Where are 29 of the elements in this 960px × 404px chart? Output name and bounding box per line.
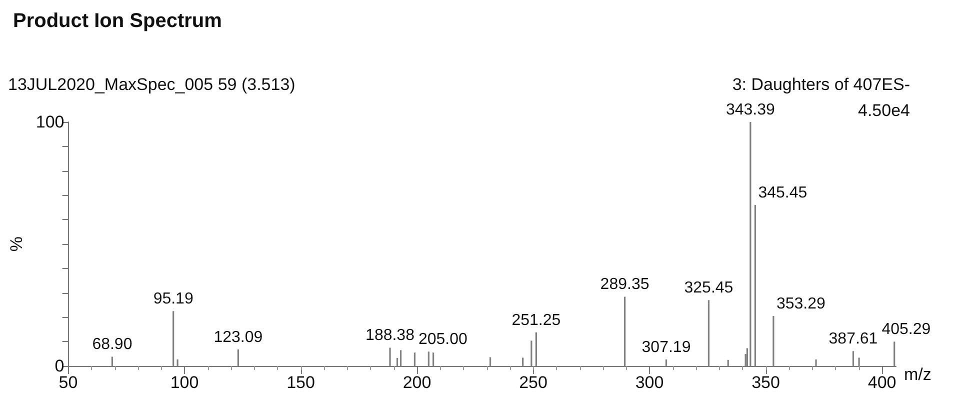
x-tick-label: 350 bbox=[752, 373, 780, 392]
x-tick-label: 300 bbox=[635, 373, 664, 392]
x-tick-label: 50 bbox=[58, 373, 78, 392]
x-tick-label: 100 bbox=[170, 373, 199, 392]
text: 4.50e4 bbox=[858, 101, 910, 120]
annotation: 289.35 bbox=[600, 276, 650, 294]
x-axis-title: m/z bbox=[904, 365, 932, 384]
annotation: 345.45 bbox=[758, 184, 808, 202]
x-tick-label: 150 bbox=[286, 373, 315, 392]
y-axis-title: % bbox=[7, 236, 26, 252]
x-tick-label: 200 bbox=[402, 373, 432, 392]
text: 3: Daughters of 407ES- bbox=[732, 75, 910, 94]
annotation: 188.38 bbox=[366, 327, 415, 344]
annotation: 307.19 bbox=[642, 338, 691, 356]
chart-title: Product Ion Spectrum bbox=[13, 10, 222, 32]
text: 13JUL2020_MaxSpec_005 59 (3.513) bbox=[8, 75, 296, 94]
annotation: 68.90 bbox=[92, 336, 132, 354]
annotation: 353.29 bbox=[776, 295, 826, 312]
x-tick-label: 400 bbox=[868, 373, 896, 392]
annotation: 405.29 bbox=[882, 321, 931, 338]
annotation: 123.09 bbox=[214, 328, 263, 346]
x-tick-label: 250 bbox=[519, 373, 548, 392]
annotation: 95.19 bbox=[153, 290, 194, 308]
annotation: 387.61 bbox=[828, 330, 878, 348]
annotation: 325.45 bbox=[684, 280, 734, 297]
y-tick-label: 0 bbox=[54, 356, 64, 376]
annotation: 251.25 bbox=[512, 312, 561, 329]
annotation: 343.39 bbox=[726, 102, 775, 118]
annotation: 205.00 bbox=[418, 331, 468, 348]
